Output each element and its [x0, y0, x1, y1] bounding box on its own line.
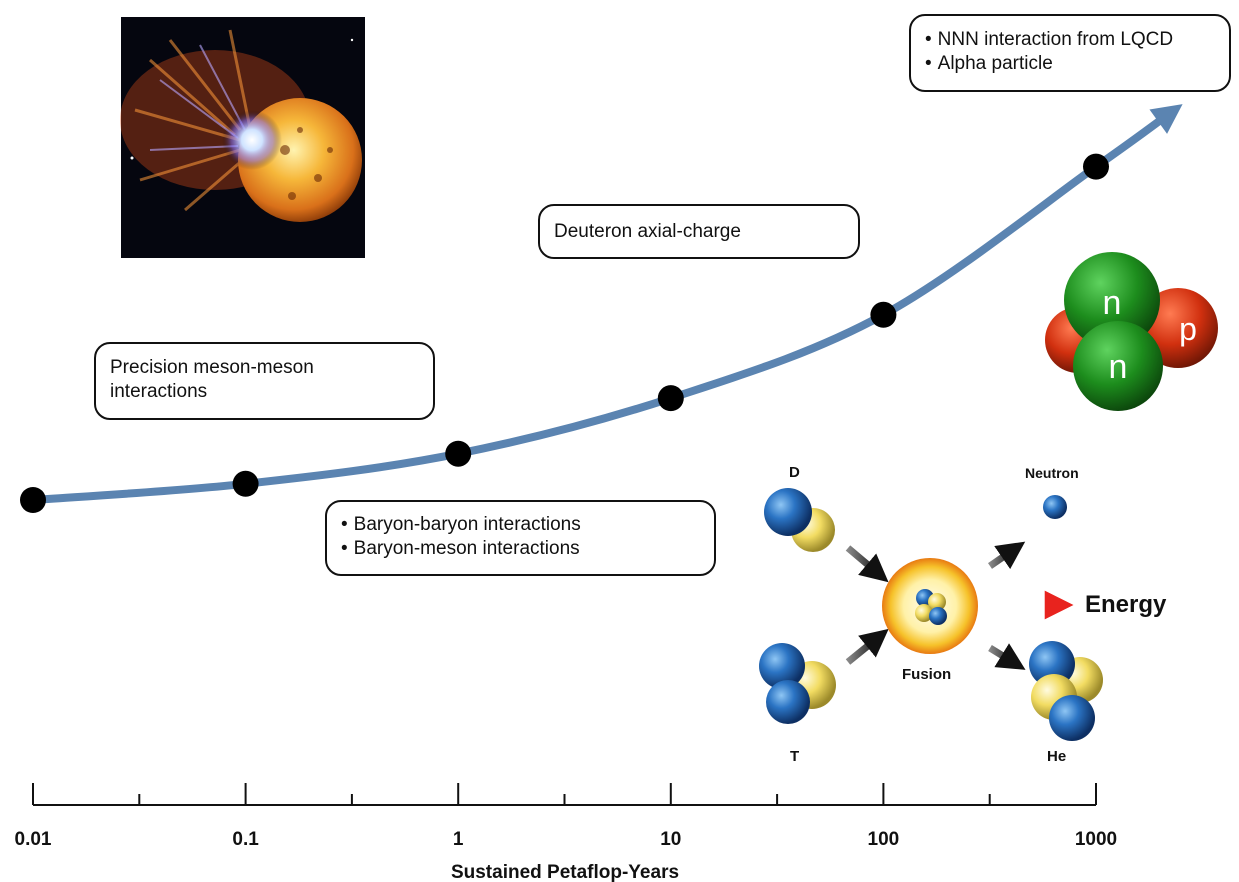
x-tick-label: 0.01 [15, 829, 52, 850]
callout-meson: Precision meson-meson interactions [94, 342, 435, 420]
label-neutron: Neutron [1025, 465, 1079, 481]
callout-deuteron: Deuteron axial-charge [538, 204, 860, 259]
x-tick-label: 10 [660, 829, 681, 850]
callout-baryon-list: Baryon-baryon interactions Baryon-meson … [341, 513, 700, 561]
series-arrowhead [1149, 104, 1183, 134]
callout-meson-line1: Precision meson-meson [110, 357, 314, 378]
callout-nnn: NNN interaction from LQCD Alpha particle [909, 14, 1231, 92]
data-point [870, 301, 897, 328]
helium-nucleus [1029, 641, 1103, 741]
data-point [445, 440, 472, 467]
alpha-nucleus: n n p [1045, 252, 1218, 411]
x-tick-label: 100 [868, 829, 900, 850]
data-point [1083, 153, 1109, 180]
arrow-to-helium [988, 643, 1026, 670]
deuterium-nucleus [764, 488, 835, 552]
callout-baryon-item: Baryon-meson interactions [341, 537, 700, 561]
callout-nnn-item: NNN interaction from LQCD [925, 28, 1215, 52]
label-d: D [789, 464, 800, 481]
label-energy: Energy [1085, 591, 1167, 618]
data-point [20, 487, 46, 513]
proton-label: p [1179, 311, 1197, 347]
callout-nnn-item: Alpha particle [925, 52, 1215, 76]
x-tick-label: 1000 [1075, 829, 1117, 850]
x-tick-label: 1 [453, 829, 464, 850]
callout-baryon-item: Baryon-baryon interactions [341, 513, 700, 537]
callout-meson-line2: interactions [110, 381, 208, 402]
arrow-t-to-fusion [845, 628, 889, 665]
callout-baryon: Baryon-baryon interactions Baryon-meson … [325, 500, 716, 576]
label-he: He [1047, 748, 1067, 765]
x-tick-label: 0.1 [232, 829, 259, 850]
neutron-sphere [1043, 495, 1067, 519]
callout-deuteron-text: Deuteron axial-charge [554, 221, 741, 242]
tritium-nucleus [759, 643, 836, 724]
fusion-diagram [759, 488, 1103, 741]
star-image [120, 17, 365, 258]
callout-nnn-list: NNN interaction from LQCD Alpha particle [925, 28, 1215, 76]
series-computing-roadmap [20, 104, 1183, 513]
x-axis: 0.01 0.1 1 10 100 1000 [15, 783, 1117, 850]
x-axis-label: Sustained Petaflop-Years [451, 862, 679, 882]
data-point [232, 470, 259, 497]
data-point [657, 385, 684, 412]
label-t: T [790, 748, 800, 765]
neutron-label-2: n [1109, 348, 1128, 386]
arrow-to-neutron [988, 541, 1026, 570]
label-fusion: Fusion [902, 666, 952, 683]
fusion-glow [882, 558, 978, 654]
neutron-label-1: n [1103, 284, 1122, 322]
arrow-d-to-fusion [845, 545, 889, 583]
